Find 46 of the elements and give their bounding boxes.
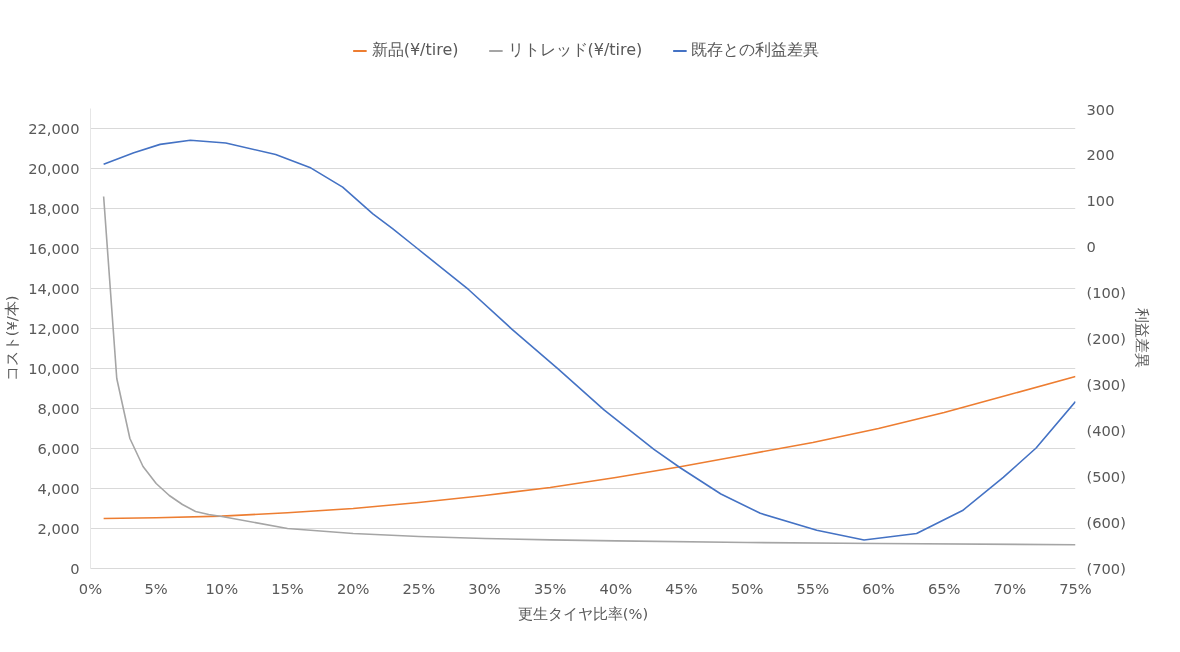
x-tick-label: 10% <box>205 579 239 597</box>
y-tick-label: 4,000 <box>37 479 80 497</box>
x-tick-label: 75% <box>1059 579 1092 597</box>
y2-tick-label: (300) <box>1086 376 1126 393</box>
legend-label: リトレッド(¥/tire) <box>507 39 643 61</box>
y2-tick-label: (500) <box>1086 468 1126 485</box>
y2-tick-label: 200 <box>1086 146 1115 163</box>
x-tick-label: 30% <box>468 579 501 597</box>
y2-tick-label: 100 <box>1086 192 1115 209</box>
y-tick-label: 8,000 <box>37 399 80 417</box>
y2-tick-label: (100) <box>1086 284 1126 301</box>
x-tick-label: 25% <box>402 579 436 597</box>
line-series <box>102 375 1076 520</box>
x-tick-label: 40% <box>599 579 633 597</box>
y-tick-label: 10,000 <box>28 359 80 377</box>
x-tick-label: 20% <box>336 579 370 597</box>
legend-label: 既存との利益差異 <box>691 39 820 61</box>
y-tick-label: 12,000 <box>28 319 80 337</box>
x-tick-label: 45% <box>665 579 698 597</box>
y-tick-label: 6,000 <box>37 439 80 457</box>
y-tick-label: 22,000 <box>28 119 80 137</box>
y2-tick-label: 0 <box>1086 238 1096 255</box>
x-tick-label: 0% <box>78 579 103 597</box>
y-axis-title: コスト(¥/本) <box>3 295 21 382</box>
y-tick-label: 18,000 <box>28 199 80 217</box>
y2-axis-title: 利益差異 <box>1133 308 1151 369</box>
x-tick-label: 55% <box>796 579 830 597</box>
x-tick-label: 35% <box>533 579 567 597</box>
x-tick-label: 15% <box>271 579 304 597</box>
y2-tick-label: 300 <box>1086 100 1115 118</box>
x-tick-label: 65% <box>927 579 961 597</box>
x-axis-title: 更生タイヤ比率(%) <box>517 604 649 622</box>
y2-tick-label: (200) <box>1086 330 1126 347</box>
y2-tick-label: (600) <box>1086 514 1126 531</box>
y2-tick-label: (700) <box>1086 560 1126 577</box>
y-tick-label: 14,000 <box>28 279 80 297</box>
x-tick-label: 50% <box>730 579 764 597</box>
x-tick-label: 5% <box>144 579 168 597</box>
x-tick-label: 70% <box>993 579 1027 597</box>
y2-tick-label: (400) <box>1086 422 1126 439</box>
x-tick-label: 60% <box>862 579 895 597</box>
y-tick-label: 20,000 <box>28 159 80 177</box>
y-tick-label: 2,000 <box>37 519 80 537</box>
legend-label: 新品(¥/tire) <box>371 39 459 61</box>
y-tick-label: 16,000 <box>28 239 80 257</box>
y-tick-label: 0 <box>70 559 80 577</box>
